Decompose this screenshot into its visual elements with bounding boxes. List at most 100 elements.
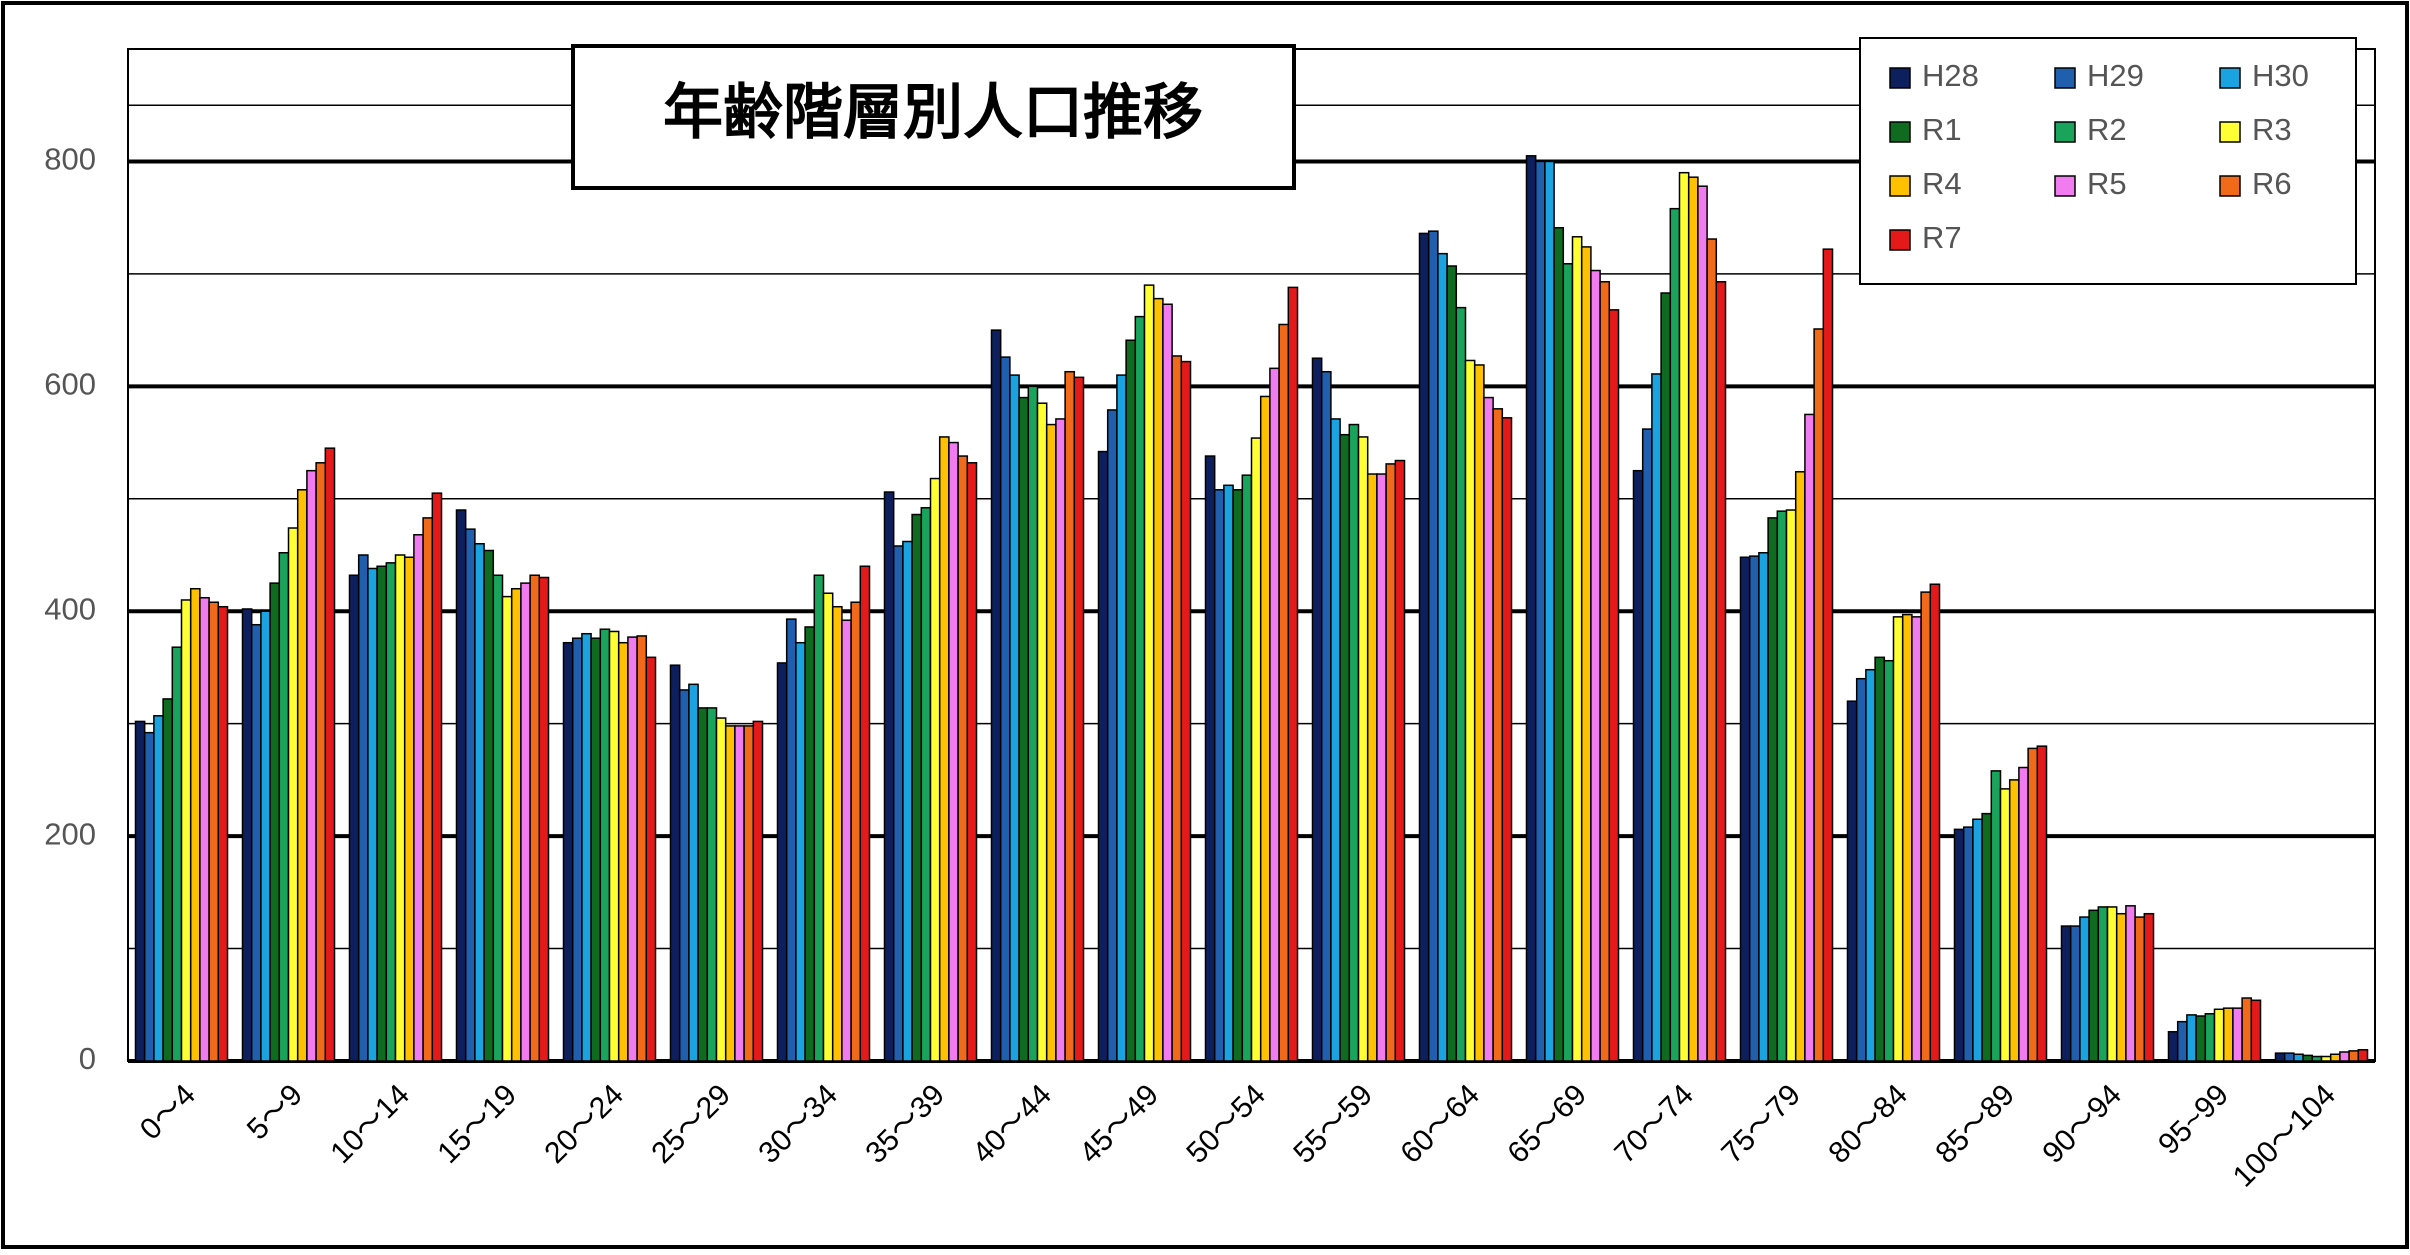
bar — [1590, 269, 1601, 1062]
bar — [1697, 185, 1708, 1062]
legend-swatch — [1889, 121, 1911, 143]
bar — [208, 601, 220, 1062]
legend-label: R5 — [2087, 166, 2127, 201]
bar — [2204, 1013, 2216, 1062]
bar — [260, 610, 271, 1062]
bar — [2250, 999, 2262, 1062]
bar — [1385, 463, 1397, 1062]
bar — [367, 567, 378, 1062]
bar — [1394, 459, 1406, 1062]
bar — [2357, 1049, 2369, 1062]
bar — [1758, 552, 1769, 1062]
bar — [1678, 171, 1690, 1062]
legend-label: R7 — [1922, 220, 1962, 255]
bar — [850, 601, 862, 1062]
bar — [2339, 1051, 2350, 1062]
y-tick-label: 600 — [44, 367, 96, 402]
bar — [2027, 747, 2039, 1062]
bar — [1134, 315, 1146, 1062]
bar — [1162, 303, 1173, 1062]
bar — [171, 646, 183, 1062]
bar — [883, 491, 895, 1062]
bar — [2018, 766, 2029, 1062]
title-box — [571, 44, 1296, 190]
bar — [2097, 906, 2109, 1062]
bar — [1715, 281, 1727, 1062]
bar — [1972, 818, 1983, 1062]
bar — [892, 545, 904, 1062]
bar — [948, 441, 959, 1062]
bar — [938, 436, 950, 1062]
legend-swatch — [2054, 67, 2076, 89]
bar — [2329, 1053, 2341, 1062]
bar — [795, 641, 806, 1062]
bar — [1348, 423, 1360, 1062]
bar — [189, 587, 201, 1062]
bar — [529, 574, 541, 1062]
bar — [1883, 659, 1895, 1062]
bar — [590, 637, 602, 1062]
bar — [431, 492, 443, 1062]
bar — [2232, 1007, 2243, 1062]
bar — [394, 554, 406, 1062]
bar — [804, 626, 816, 1062]
bar — [752, 720, 764, 1062]
bar — [1901, 613, 1913, 1062]
bar — [1055, 418, 1066, 1062]
bar — [1562, 263, 1574, 1062]
bar — [1767, 517, 1779, 1062]
bar — [1892, 616, 1904, 1062]
bar — [180, 599, 192, 1062]
bar — [455, 509, 467, 1062]
bar — [2274, 1052, 2286, 1062]
bar — [1018, 396, 1030, 1062]
bar — [822, 592, 834, 1062]
bar — [1953, 828, 1965, 1062]
bar — [348, 574, 360, 1062]
bar — [911, 513, 923, 1062]
bar — [1311, 357, 1323, 1062]
bar — [199, 596, 210, 1062]
bar — [1999, 788, 2011, 1062]
bar — [250, 623, 262, 1062]
bar — [1213, 489, 1225, 1062]
bar — [2167, 1031, 2179, 1062]
bar — [562, 641, 574, 1062]
bar — [599, 628, 611, 1062]
bar — [966, 462, 978, 1062]
bar — [2213, 1008, 2225, 1062]
bar — [1241, 474, 1253, 1062]
bar — [464, 528, 476, 1062]
bar — [483, 549, 495, 1062]
bar — [403, 556, 415, 1062]
legend-swatch — [1889, 67, 1911, 89]
legend-label: R1 — [1922, 112, 1962, 147]
bar — [2125, 905, 2136, 1062]
bar — [1473, 364, 1485, 1062]
bar — [492, 574, 504, 1062]
bar — [1073, 376, 1085, 1062]
bar — [929, 477, 941, 1062]
bar — [1608, 309, 1620, 1062]
bar — [2348, 1050, 2360, 1062]
bar — [1097, 450, 1109, 1062]
bar — [1287, 286, 1299, 1062]
legend-swatch — [2054, 121, 2076, 143]
bar — [1962, 826, 1974, 1062]
bar — [1492, 408, 1504, 1062]
legend-swatch — [1889, 229, 1911, 251]
bar — [474, 543, 485, 1062]
y-tick-label: 200 — [44, 816, 96, 851]
bar — [1874, 656, 1886, 1062]
bar — [1822, 248, 1834, 1062]
bar — [1534, 160, 1546, 1062]
bar — [1669, 207, 1681, 1062]
bar — [385, 562, 397, 1062]
bar — [627, 636, 638, 1062]
bar — [1366, 473, 1378, 1062]
y-tick-label: 400 — [44, 591, 96, 626]
legend-label: R2 — [2087, 112, 2127, 147]
bar — [1320, 370, 1332, 1062]
bar — [1250, 437, 1262, 1062]
bar — [999, 356, 1011, 1062]
